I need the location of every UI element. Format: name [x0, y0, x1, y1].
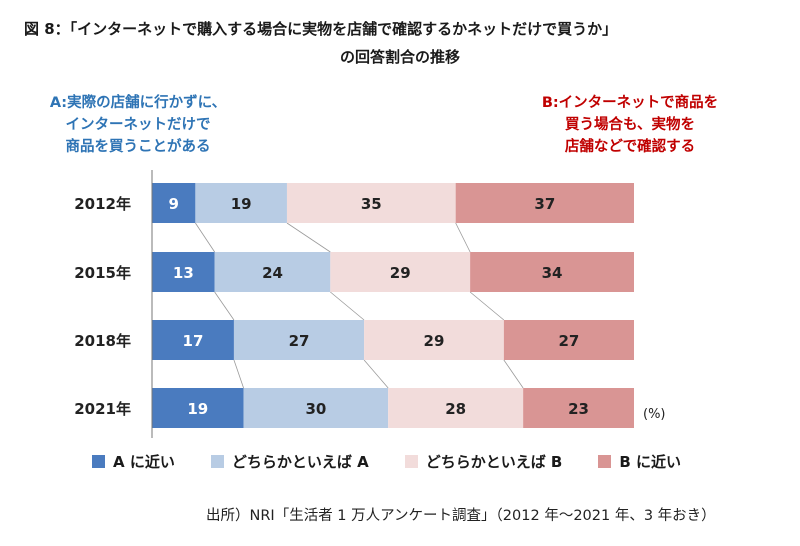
- bar-segment: [364, 320, 504, 360]
- bar-segment: [214, 252, 331, 292]
- annotation-b: B:インターネットで商品を 買う場合も、実物を 店舗などで確認する: [480, 92, 780, 158]
- connector-line: [469, 291, 505, 321]
- data-label: 37: [534, 195, 555, 213]
- bar-segment: [523, 388, 634, 428]
- annotation-b-line-2: 買う場合も、実物を: [564, 117, 696, 133]
- chart-subtitle: の回答割合の推移: [339, 48, 460, 66]
- data-label: 28: [445, 400, 466, 418]
- bar-segment: [243, 388, 389, 428]
- data-label: 27: [289, 332, 310, 350]
- annotation-a-line-1: A:実際の店舗に行かずに、: [49, 95, 227, 111]
- data-label: 27: [558, 332, 579, 350]
- data-label: 29: [390, 264, 411, 282]
- data-label: 13: [173, 264, 194, 282]
- unit-label: (%): [643, 407, 666, 422]
- legend: A に近い どちらかといえば A どちらかといえば B B に近い: [92, 451, 717, 472]
- category-label: 2015年: [74, 264, 131, 282]
- legend-item-b-close: B に近い: [598, 451, 681, 472]
- bar-segment: [152, 388, 244, 428]
- bar-segment: [152, 183, 196, 223]
- bar-segment: [233, 320, 365, 360]
- legend-item-a-close: A に近い: [92, 451, 175, 472]
- data-label: 30: [305, 400, 326, 418]
- chart-title: 図 8：「インターネットで購入する場合に実物を店舗で確認するかネットだけで買うか…: [24, 20, 618, 38]
- annotation-b-line-3: 店舗などで確認する: [564, 139, 696, 155]
- bar-segment: [388, 388, 524, 428]
- data-label: 17: [183, 332, 204, 350]
- data-label: 19: [231, 195, 252, 213]
- category-label: 2018年: [74, 332, 131, 350]
- data-label: 34: [542, 264, 563, 282]
- bar-segment: [455, 183, 634, 223]
- annotation-b-line-1: B:インターネットで商品を: [541, 95, 719, 111]
- data-label: 29: [424, 332, 445, 350]
- connector-line: [214, 291, 235, 321]
- legend-label: A に近い: [113, 453, 175, 471]
- bar-segment: [152, 252, 215, 292]
- bar-segment: [152, 320, 234, 360]
- annotation-a-line-2: インターネットだけで: [65, 117, 211, 133]
- annotation-a-line-3: 商品を買うことがある: [65, 139, 211, 155]
- connector-line: [286, 222, 331, 253]
- legend-swatch: [598, 455, 612, 468]
- legend-item-somewhat-b: どちらかといえば B: [404, 451, 563, 472]
- connector-line: [503, 359, 524, 389]
- bar-segment: [470, 252, 634, 292]
- legend-label: どちらかといえば A: [231, 453, 369, 471]
- bar-segment: [286, 183, 456, 223]
- connector-line: [233, 359, 244, 389]
- annotation-a: A:実際の店舗に行かずに、 インターネットだけで 商品を買うことがある: [18, 92, 258, 158]
- connector-line: [455, 222, 471, 253]
- connector-line: [195, 222, 215, 253]
- data-label: 23: [568, 400, 589, 418]
- data-label: 19: [187, 400, 208, 418]
- legend-swatch: [404, 455, 418, 468]
- source-note: 出所）NRI「生活者 1 万人アンケート調査」（2012 年～2021 年、3 …: [206, 508, 716, 524]
- bar-segment: [330, 252, 471, 292]
- category-label: 2021年: [74, 400, 131, 418]
- bar-segment: [195, 183, 287, 223]
- legend-swatch: [210, 455, 224, 468]
- category-label: 2012年: [74, 195, 131, 213]
- bar-segment: [503, 320, 634, 360]
- legend-swatch: [92, 455, 105, 468]
- legend-item-somewhat-a: どちらかといえば A: [210, 451, 369, 472]
- data-label: 24: [262, 264, 283, 282]
- data-label: 35: [361, 195, 382, 213]
- legend-label: B に近い: [619, 453, 681, 471]
- legend-label: どちらかといえば B: [425, 453, 563, 471]
- connector-line: [363, 359, 389, 389]
- data-label: 9: [168, 195, 178, 213]
- connector-line: [330, 291, 365, 321]
